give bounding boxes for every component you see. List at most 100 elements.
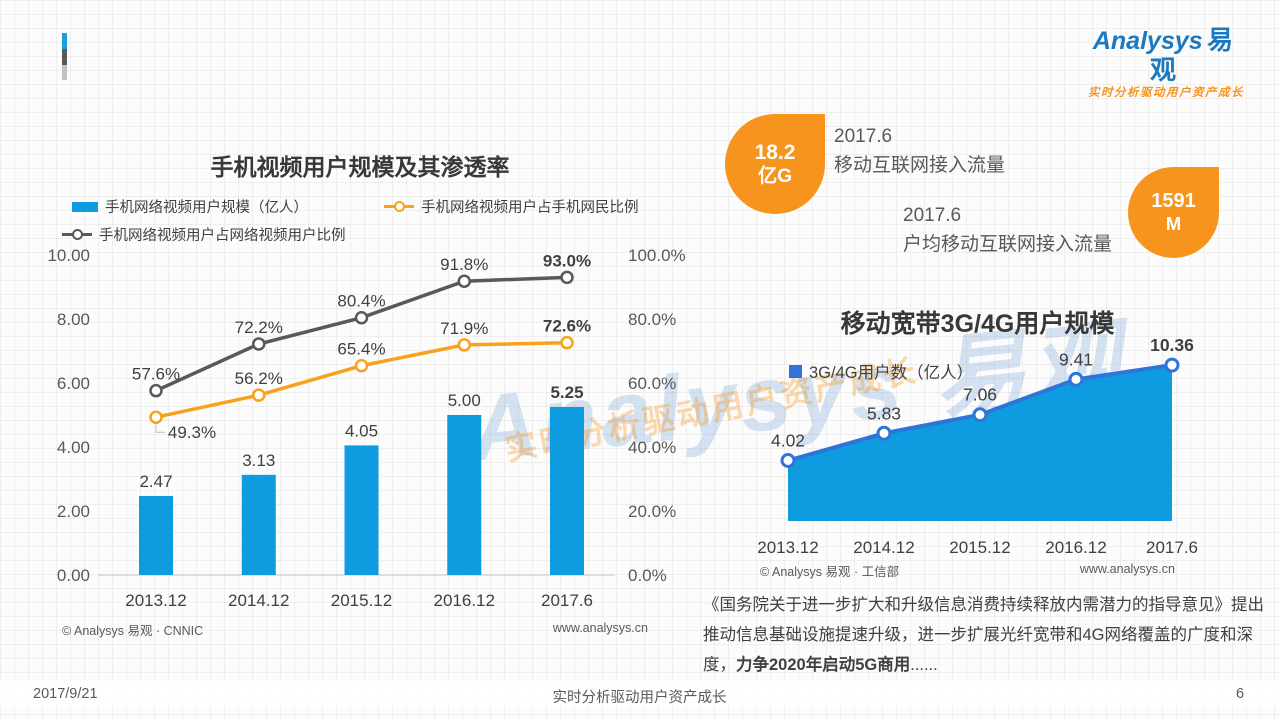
x-axis-category: 2013.12 bbox=[125, 591, 186, 610]
x-axis-category: 2016.12 bbox=[1045, 538, 1106, 557]
x-axis-category: 2014.12 bbox=[853, 538, 914, 557]
bar-value-label: 5.25 bbox=[550, 383, 583, 402]
area-value-label: 7.06 bbox=[963, 385, 997, 405]
mobile-video-combo-chart: 0.00 2.00 4.00 6.00 8.00 10.00 0.0% 20.0% 40.0% 6… bbox=[47, 246, 686, 610]
line-marker bbox=[560, 270, 574, 285]
legend-swatch-bar bbox=[72, 201, 98, 212]
label-leader-line bbox=[155, 424, 165, 433]
left-axis-tick: 10.00 bbox=[47, 246, 90, 265]
bar-value-label: 2.47 bbox=[139, 472, 172, 491]
accent-bar-blue bbox=[62, 33, 67, 49]
line-value-label: 91.8% bbox=[440, 255, 488, 274]
logo-tagline: 实时分析驱动用户资产成长 bbox=[1088, 87, 1244, 100]
right-axis-tick: 40.0% bbox=[628, 438, 676, 457]
chart1-source: © Analysys 易观 · CNNIC bbox=[62, 624, 204, 638]
line-value-label: 57.6% bbox=[132, 365, 180, 384]
accent-bar-dark bbox=[62, 49, 67, 65]
left-axis-tick: 6.00 bbox=[57, 374, 90, 393]
line-marker bbox=[252, 337, 266, 351]
legend-item-bar-series: 手机网络视频用户规模（亿人） bbox=[72, 196, 308, 217]
legend-marker-dot bbox=[394, 201, 405, 212]
line-value-label: 49.3% bbox=[168, 423, 216, 442]
per-user-traffic-stat-badge: 1591 M bbox=[1128, 167, 1219, 258]
x-axis-category: 2017.6 bbox=[541, 591, 593, 610]
broadband-chart-title: 移动宽带3G/4G用户规模 bbox=[840, 310, 1115, 338]
line-marker bbox=[149, 383, 163, 398]
paragraph-bold-text: 力争2020年启动5G商用 bbox=[736, 656, 911, 674]
bar-value-label: 3.13 bbox=[242, 451, 275, 470]
right-axis-tick: 100.0% bbox=[628, 246, 686, 265]
right-axis-tick: 80.0% bbox=[628, 310, 676, 329]
analysys-logo: Analysys 易观 实时分析驱动用户资产成长 bbox=[1080, 26, 1252, 100]
accent-bar bbox=[62, 33, 67, 80]
stat-description: 户均移动互联网接入流量 bbox=[903, 234, 1113, 255]
line-marker bbox=[560, 335, 574, 350]
legend-label: 3G/4G用户数（亿人） bbox=[809, 364, 974, 382]
right-axis-tick: 60.0% bbox=[628, 374, 676, 393]
line-value-label: 71.9% bbox=[440, 319, 488, 338]
line-value-label: 65.4% bbox=[337, 340, 385, 359]
legend-marker-dot bbox=[72, 229, 83, 240]
footer-date: 2017/9/21 bbox=[33, 686, 98, 702]
line-marker bbox=[457, 338, 471, 352]
chart1-website-link[interactable]: www.analysys.cn bbox=[552, 621, 648, 635]
stat-value: 1591 bbox=[1151, 190, 1196, 213]
bar-value-label: 5.00 bbox=[448, 391, 481, 410]
stat-description: 移动互联网接入流量 bbox=[834, 155, 1006, 176]
gray-line-series: 57.6% 72.2% 80.4% 91.8% 93.0% bbox=[132, 251, 591, 398]
stat-period: 2017.6 bbox=[834, 126, 893, 147]
legend-label: 手机网络视频用户占手机网民比例 bbox=[421, 200, 639, 216]
paragraph-text: 《国务院关于进一步扩大和升级信息消费持续释放内需潜力的指导意见》提出推动信息基础… bbox=[703, 596, 1264, 674]
right-axis-tick: 20.0% bbox=[628, 502, 676, 521]
bar-value-label: 4.05 bbox=[345, 421, 378, 440]
broadband-area-chart: 4.02 5.83 7.06 9.41 10.36 2013.12 2014.12 2015.… bbox=[757, 335, 1198, 557]
area-marker bbox=[1164, 357, 1180, 373]
bar bbox=[550, 407, 584, 575]
bar bbox=[139, 495, 173, 575]
logo-brand-en: Analysys bbox=[1092, 27, 1203, 55]
area-value-label: 5.83 bbox=[867, 403, 901, 423]
left-axis-tick: 2.00 bbox=[57, 502, 90, 521]
area-value-label: 10.36 bbox=[1150, 335, 1194, 355]
left-axis-tick: 0.00 bbox=[57, 566, 90, 585]
legend-marker-orange-line bbox=[384, 201, 414, 212]
stat-period: 2017.6 bbox=[903, 205, 962, 226]
bar bbox=[447, 415, 482, 575]
logo-brand-cn: 易观 bbox=[1149, 25, 1240, 85]
bars-group: 2.47 3.13 4.05 5.00 5.25 bbox=[139, 383, 584, 575]
stat-unit: 亿G bbox=[757, 166, 793, 187]
left-axis-tick: 4.00 bbox=[57, 438, 90, 457]
footer-page-number: 6 bbox=[1236, 686, 1245, 702]
line-marker bbox=[354, 310, 369, 325]
x-axis-category: 2017.6 bbox=[1146, 538, 1198, 557]
area-marker bbox=[780, 452, 796, 468]
area-series: 4.02 5.83 7.06 9.41 10.36 bbox=[771, 335, 1194, 521]
right-axis-tick: 0.0% bbox=[628, 566, 667, 585]
traffic-stat-label: 2017.6 移动互联网接入流量 bbox=[834, 122, 1005, 180]
line-value-label: 72.2% bbox=[235, 318, 283, 337]
line-marker bbox=[354, 358, 369, 373]
orange-line-series: 49.3% 56.2% 65.4% 71.9% 72.6% bbox=[149, 317, 591, 442]
legend-item-area-series: 3G/4G用户数（亿人） bbox=[789, 359, 973, 383]
legend-label: 手机网络视频用户占网络视频用户比例 bbox=[99, 228, 346, 244]
accent-bar-light bbox=[62, 65, 67, 80]
legend-marker-gray-line bbox=[62, 229, 92, 240]
chart2-source: © Analysys 易观 · 工信部 bbox=[760, 565, 900, 579]
area-fill bbox=[788, 365, 1172, 521]
x-axis-category: 2015.12 bbox=[331, 591, 392, 610]
stat-unit: M bbox=[1165, 213, 1182, 235]
x-axis-category: 2013.12 bbox=[757, 538, 818, 557]
line-marker bbox=[252, 388, 266, 402]
area-value-label: 4.02 bbox=[771, 430, 805, 450]
area-marker bbox=[876, 425, 892, 441]
chart2-website-link[interactable]: www.analysys.cn bbox=[1079, 562, 1175, 576]
stat-value: 18.2 bbox=[754, 140, 796, 164]
line-value-label: 72.6% bbox=[543, 317, 591, 336]
policy-paragraph: 《国务院关于进一步扩大和升级信息消费持续释放内需潜力的指导意见》提出推动信息基础… bbox=[703, 590, 1275, 680]
area-marker bbox=[1068, 371, 1084, 387]
area-marker bbox=[972, 407, 988, 423]
legend-item-gray-line: 手机网络视频用户占网络视频用户比例 bbox=[62, 224, 346, 245]
legend-swatch-area bbox=[789, 364, 802, 378]
mobile-video-chart-title: 手机视频用户规模及其渗透率 bbox=[210, 154, 510, 180]
